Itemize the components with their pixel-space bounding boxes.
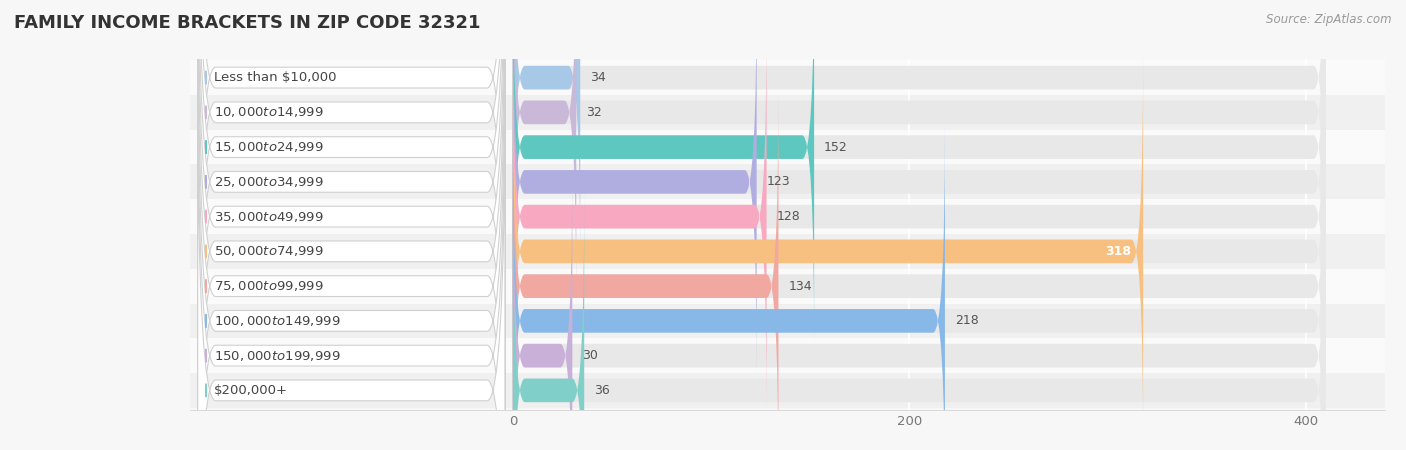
Text: $35,000 to $49,999: $35,000 to $49,999 (214, 210, 323, 224)
Bar (190, 234, 1385, 269)
Bar (190, 199, 1385, 234)
Text: $50,000 to $74,999: $50,000 to $74,999 (214, 244, 323, 258)
Text: $10,000 to $14,999: $10,000 to $14,999 (214, 105, 323, 119)
Bar (190, 303, 1385, 338)
Text: 218: 218 (955, 315, 979, 328)
Text: Less than $10,000: Less than $10,000 (214, 71, 337, 84)
FancyBboxPatch shape (513, 90, 779, 450)
Bar (190, 60, 1385, 95)
FancyBboxPatch shape (513, 0, 581, 274)
Text: $75,000 to $99,999: $75,000 to $99,999 (214, 279, 323, 293)
Bar (190, 130, 1385, 165)
Text: 123: 123 (766, 176, 790, 189)
FancyBboxPatch shape (513, 20, 1326, 413)
Bar (190, 338, 1385, 373)
Bar (190, 269, 1385, 303)
FancyBboxPatch shape (513, 0, 576, 309)
FancyBboxPatch shape (513, 55, 1143, 448)
FancyBboxPatch shape (513, 124, 1326, 450)
Text: 36: 36 (595, 384, 610, 397)
FancyBboxPatch shape (513, 0, 1326, 309)
Text: 32: 32 (586, 106, 602, 119)
FancyBboxPatch shape (198, 0, 505, 450)
Text: Source: ZipAtlas.com: Source: ZipAtlas.com (1267, 14, 1392, 27)
FancyBboxPatch shape (513, 194, 585, 450)
FancyBboxPatch shape (198, 0, 505, 380)
FancyBboxPatch shape (198, 53, 505, 450)
Text: FAMILY INCOME BRACKETS IN ZIP CODE 32321: FAMILY INCOME BRACKETS IN ZIP CODE 32321 (14, 14, 481, 32)
FancyBboxPatch shape (513, 0, 756, 378)
FancyBboxPatch shape (513, 194, 1326, 450)
FancyBboxPatch shape (198, 0, 505, 450)
FancyBboxPatch shape (198, 88, 505, 450)
Text: 30: 30 (582, 349, 598, 362)
Bar (190, 165, 1385, 199)
FancyBboxPatch shape (198, 0, 505, 450)
Text: 34: 34 (591, 71, 606, 84)
Text: 134: 134 (789, 279, 813, 292)
FancyBboxPatch shape (513, 159, 572, 450)
FancyBboxPatch shape (198, 0, 505, 450)
FancyBboxPatch shape (513, 0, 1326, 344)
Text: $200,000+: $200,000+ (214, 384, 288, 397)
Text: 128: 128 (776, 210, 800, 223)
Bar (190, 373, 1385, 408)
FancyBboxPatch shape (513, 55, 1326, 448)
Text: $150,000 to $199,999: $150,000 to $199,999 (214, 349, 340, 363)
FancyBboxPatch shape (513, 20, 766, 413)
FancyBboxPatch shape (513, 90, 1326, 450)
FancyBboxPatch shape (513, 0, 814, 344)
FancyBboxPatch shape (198, 0, 505, 450)
Bar (190, 95, 1385, 130)
FancyBboxPatch shape (513, 124, 945, 450)
FancyBboxPatch shape (198, 18, 505, 450)
Text: $25,000 to $34,999: $25,000 to $34,999 (214, 175, 323, 189)
FancyBboxPatch shape (513, 0, 1326, 274)
Text: $100,000 to $149,999: $100,000 to $149,999 (214, 314, 340, 328)
FancyBboxPatch shape (198, 0, 505, 415)
FancyBboxPatch shape (513, 159, 1326, 450)
Text: $15,000 to $24,999: $15,000 to $24,999 (214, 140, 323, 154)
Text: 152: 152 (824, 140, 848, 153)
Text: 318: 318 (1105, 245, 1132, 258)
FancyBboxPatch shape (513, 0, 1326, 378)
